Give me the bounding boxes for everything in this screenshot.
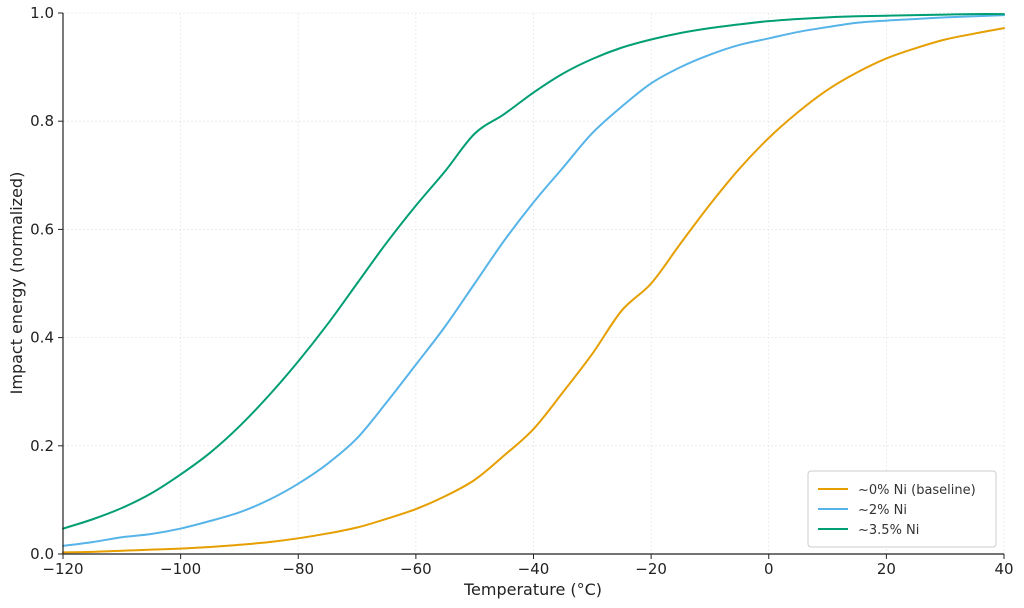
x-tick-label: 20: [877, 560, 896, 578]
y-tick-label: 1.0: [30, 4, 54, 22]
y-tick-label: 0.0: [30, 545, 54, 563]
legend-label-1: ~2% Ni: [858, 503, 907, 518]
x-tick-label: −20: [635, 560, 667, 578]
y-tick-label: 0.2: [30, 437, 54, 455]
y-axis-label: Impact energy (normalized): [7, 172, 26, 395]
y-tick-label: 0.4: [30, 329, 54, 347]
series-lines: [62, 13, 1005, 554]
x-tick-label: 0: [764, 560, 774, 578]
series-line-2: [62, 13, 1005, 530]
x-tick-label: −40: [518, 560, 550, 578]
series-line-1: [62, 14, 1005, 547]
legend: ~0% Ni (baseline) ~2% Ni ~3.5% Ni: [807, 470, 997, 548]
y-tick-label: 0.8: [30, 112, 54, 130]
x-tick-label: −60: [400, 560, 432, 578]
ticks: −120 −100 −80 −60 −40 −20 0 20 40 0.0 0.2 0.4 0.6 0.8…: [30, 4, 1013, 578]
x-axis-label: Temperature (°C): [463, 580, 602, 599]
x-tick-label: 40: [994, 560, 1013, 578]
x-tick-label: −100: [160, 560, 201, 578]
x-tick-label: −80: [282, 560, 314, 578]
y-tick-label: 0.6: [30, 220, 54, 238]
series-line-0: [62, 27, 1005, 554]
legend-box: [807, 470, 997, 548]
legend-label-2: ~3.5% Ni: [858, 523, 919, 538]
x-tick-label: −120: [42, 560, 83, 578]
legend-label-0: ~0% Ni (baseline): [858, 483, 976, 498]
